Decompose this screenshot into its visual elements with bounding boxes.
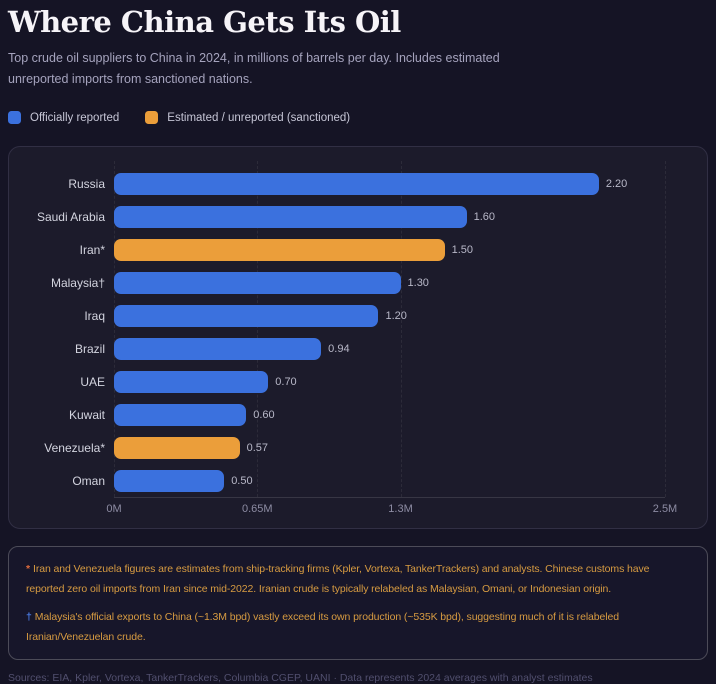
legend-swatch-estimated-icon [145,111,159,124]
value-label: 1.60 [473,210,496,223]
footnote-iran-venezuela: * Iran and Venezuela figures are estimate… [26,559,690,599]
legend-swatch-official-icon [8,111,21,124]
bar [114,436,240,459]
category-label: Venezuela* [44,440,105,455]
subtitle: Top crude oil suppliers to China in 2024… [8,51,500,86]
legend-item-official: Officially reported [8,111,119,124]
asterisk-marker: * [26,563,30,575]
bar-track: 1.50 [114,238,665,261]
category-label: Kuwait [68,407,105,422]
bar-track: 0.94 [114,337,665,360]
legend-item-estimated: Estimated / unreported (sanctioned) [145,111,350,124]
dagger-marker: † [26,611,32,623]
bar-track: 0.50 [114,469,665,492]
category-label: Iraq [84,308,105,323]
chart-row: Iran* 1.50 [9,233,665,266]
footnote-text: Malaysia's official exports to China (~1… [26,611,619,643]
bar [114,304,379,327]
bar [114,172,599,195]
bar [114,205,467,228]
chart-row: Kuwait 0.60 [9,398,665,431]
chart-row: UAE 0.70 [9,365,665,398]
bar [114,469,225,492]
value-label: 1.50 [451,243,474,256]
category-label: Iran* [79,242,105,257]
legend-label-estimated: Estimated / unreported (sanctioned) [167,111,351,124]
value-label: 1.30 [407,276,429,289]
value-label: 0.94 [328,342,350,355]
page-title: Where China Gets Its Oil [8,5,401,39]
bar-track: 1.20 [114,304,665,327]
footnote-box: * Iran and Venezuela figures are estimate… [8,546,708,660]
value-label: 0.60 [253,408,275,421]
value-label: 0.70 [275,375,297,388]
value-label: 0.57 [246,441,269,454]
value-label: 0.50 [231,474,253,487]
category-label: UAE [80,374,105,389]
bar [114,370,269,393]
bar [114,238,445,261]
category-label: Brazil [74,341,105,356]
category-label: Saudi Arabia [36,209,105,224]
chart-row: Venezuela* 0.57 [9,431,665,464]
bar-track: 0.57 [114,436,665,459]
x-axis-ticks: 0M 0.65M 1.3M 2.5M [106,503,677,519]
bar-track: 0.70 [114,370,665,393]
chart-row: Brazil 0.94 [9,332,665,365]
chart-row: Malaysia† 1.30 [9,266,665,299]
footnote-malaysia: † Malaysia's official exports to China (~… [26,607,690,647]
category-label: Malaysia† [50,275,105,290]
x-tick-label: 2.5M [652,503,678,515]
bar-chart: Russia 2.20 Saudi Arabia 1.60 Iran* 1.50 Malay… [9,147,707,497]
x-axis-line [114,497,665,498]
bar [114,271,401,294]
value-label: 1.20 [385,309,407,322]
chart-row: Iraq 1.20 [9,299,665,332]
legend-label-official: Officially reported [30,111,120,124]
sources-line: Sources: EIA, Kpler, Vortexa, TankerTrac… [8,672,593,684]
value-label: 2.20 [605,177,628,190]
chart-row: Oman 0.50 [9,464,665,497]
bar [114,403,247,426]
chart-panel: Russia 2.20 Saudi Arabia 1.60 Iran* 1.50 Malay… [8,146,708,529]
bar [114,337,322,360]
x-tick-label: 1.3M [388,503,413,515]
bar-track: 0.60 [114,403,665,426]
chart-row: Russia 2.20 [9,167,665,200]
bar-track: 2.20 [114,172,665,195]
x-tick-label: 0M [106,503,122,515]
legend: Officially reported Estimated / unreport… [8,111,708,124]
footnote-text: Iran and Venezuela figures are estimates… [26,563,650,595]
category-label: Russia [68,176,105,191]
bar-track: 1.60 [114,205,665,228]
bar-track: 1.30 [114,271,665,294]
x-tick-label: 0.65M [241,503,273,515]
category-label: Oman [72,473,105,488]
chart-row: Saudi Arabia 1.60 [9,200,665,233]
